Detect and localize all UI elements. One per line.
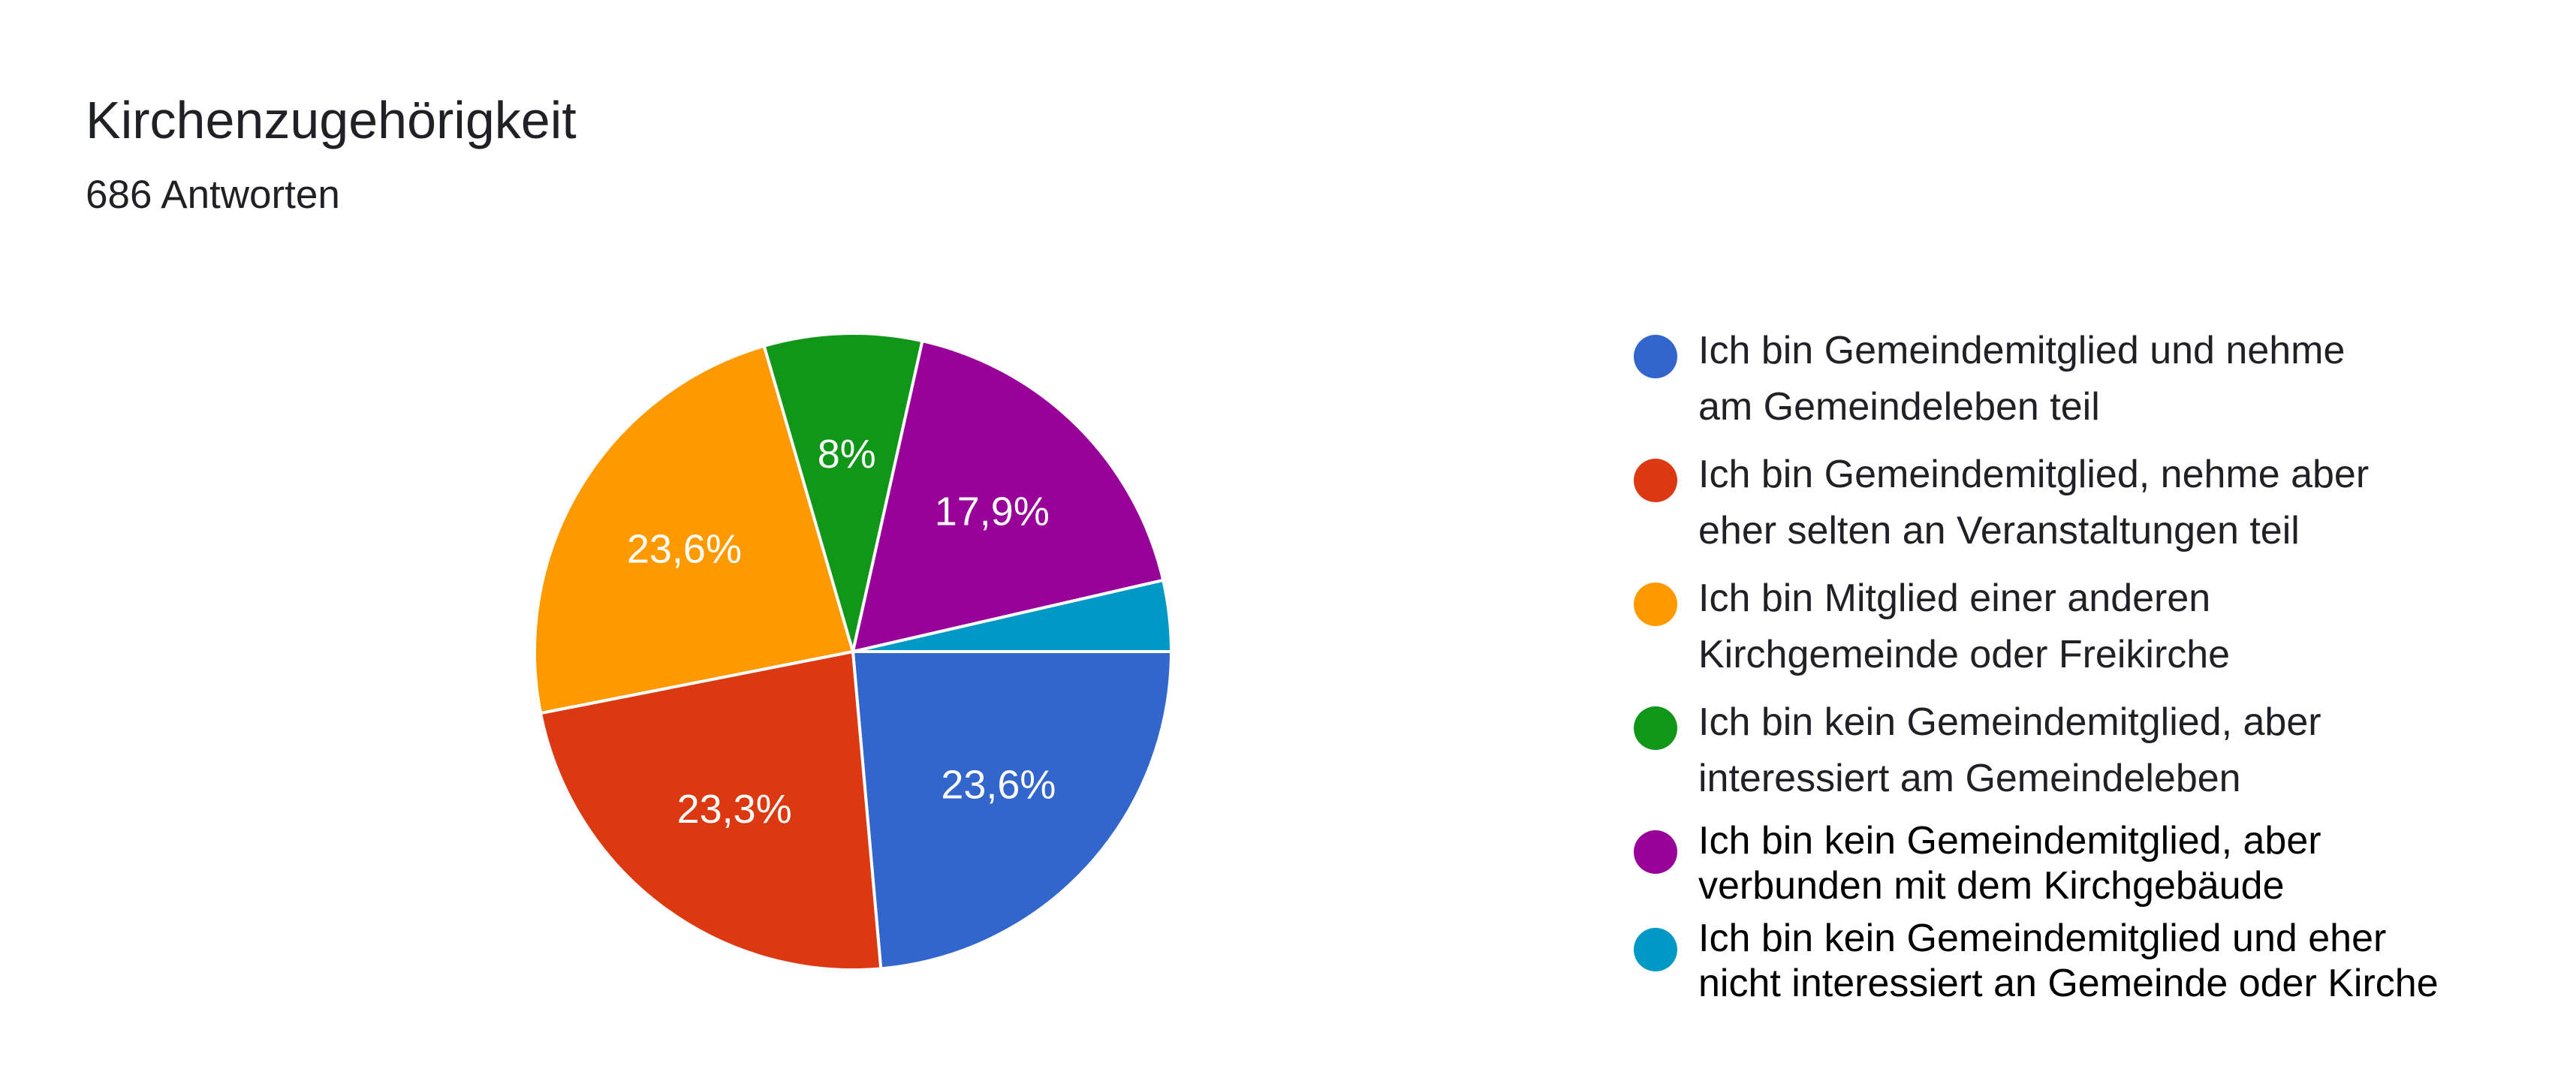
legend-label-line-2: eher selten an Veranstaltungen teil — [1698, 509, 2300, 553]
pie-slice[interactable] — [852, 578, 1174, 653]
pie-labels: 23,6% 23,3% 23,6% 8% 17,9% — [627, 432, 1056, 832]
legend-item[interactable]: Ich bin Gemeindemitglied und nehme am Ge… — [1634, 323, 2550, 447]
legend: Ich bin Gemeindemitglied und nehme am Ge… — [1634, 323, 2550, 1013]
pie-slice[interactable] — [851, 339, 1165, 654]
legend-swatch — [1634, 583, 1677, 626]
legend-item[interactable]: Ich bin Mitglied einer anderen Kirchgeme… — [1634, 571, 2550, 694]
legend-item[interactable]: Ich bin kein Gemeindemitglied, aber inte… — [1634, 694, 2550, 818]
legend-label-line-1: Ich bin kein Gemeindemitglied und eher — [1698, 917, 2387, 960]
legend-label-line-2: Kirchgemeinde oder Freikirche — [1698, 633, 2231, 676]
slice-percent-label: 8% — [818, 432, 876, 477]
legend-item[interactable]: Ich bin kein Gemeindemitglied, aber verb… — [1634, 818, 2550, 916]
slice-percent-label: 23,6% — [941, 763, 1056, 808]
legend-swatch — [1634, 335, 1677, 378]
legend-label-line-1: Ich bin Gemeindemitglied und nehme — [1698, 329, 2346, 372]
legend-label-line-1: Ich bin Mitglied einer anderen — [1698, 577, 2211, 620]
legend-label-line-1: Ich bin kein Gemeindemitglied, aber — [1698, 819, 2321, 863]
legend-swatch — [1634, 830, 1677, 874]
legend-label-line-2: am Gemeindeleben teil — [1698, 385, 2100, 429]
legend-label-line-2: interessiert am Gemeindeleben — [1698, 757, 2241, 800]
chart-title: Kirchenzugehörigkeit — [86, 91, 577, 149]
legend-label-line-1: Ich bin Gemeindemitglied, nehme aber — [1698, 453, 2370, 496]
pie-slice[interactable] — [851, 650, 1174, 971]
legend-swatch — [1634, 459, 1677, 502]
slice-percent-label: 23,6% — [627, 526, 742, 571]
legend-swatch — [1634, 706, 1677, 750]
legend-item[interactable]: Ich bin Gemeindemitglied, nehme aber ehe… — [1634, 447, 2550, 571]
legend-label-line-1: Ich bin kein Gemeindemitglied, aber — [1698, 700, 2321, 744]
legend-item[interactable]: Ich bin kein Gemeindemitglied und eher n… — [1634, 916, 2550, 1013]
legend-label-line-2: nicht interessiert an Gemeinde oder Kirc… — [1698, 962, 2439, 1005]
pie-slices — [533, 332, 1174, 971]
pie-slice[interactable] — [533, 344, 855, 715]
slice-percent-label: 17,9% — [935, 489, 1050, 534]
pie-slice[interactable] — [762, 332, 924, 652]
response-count: 686 Antworten — [86, 173, 340, 217]
slice-percent-label: 23,3% — [677, 787, 792, 832]
legend-swatch — [1634, 928, 1677, 971]
legend-label-line-2: verbunden mit dem Kirchgebäude — [1698, 864, 2285, 908]
pie-slice[interactable] — [538, 649, 883, 971]
